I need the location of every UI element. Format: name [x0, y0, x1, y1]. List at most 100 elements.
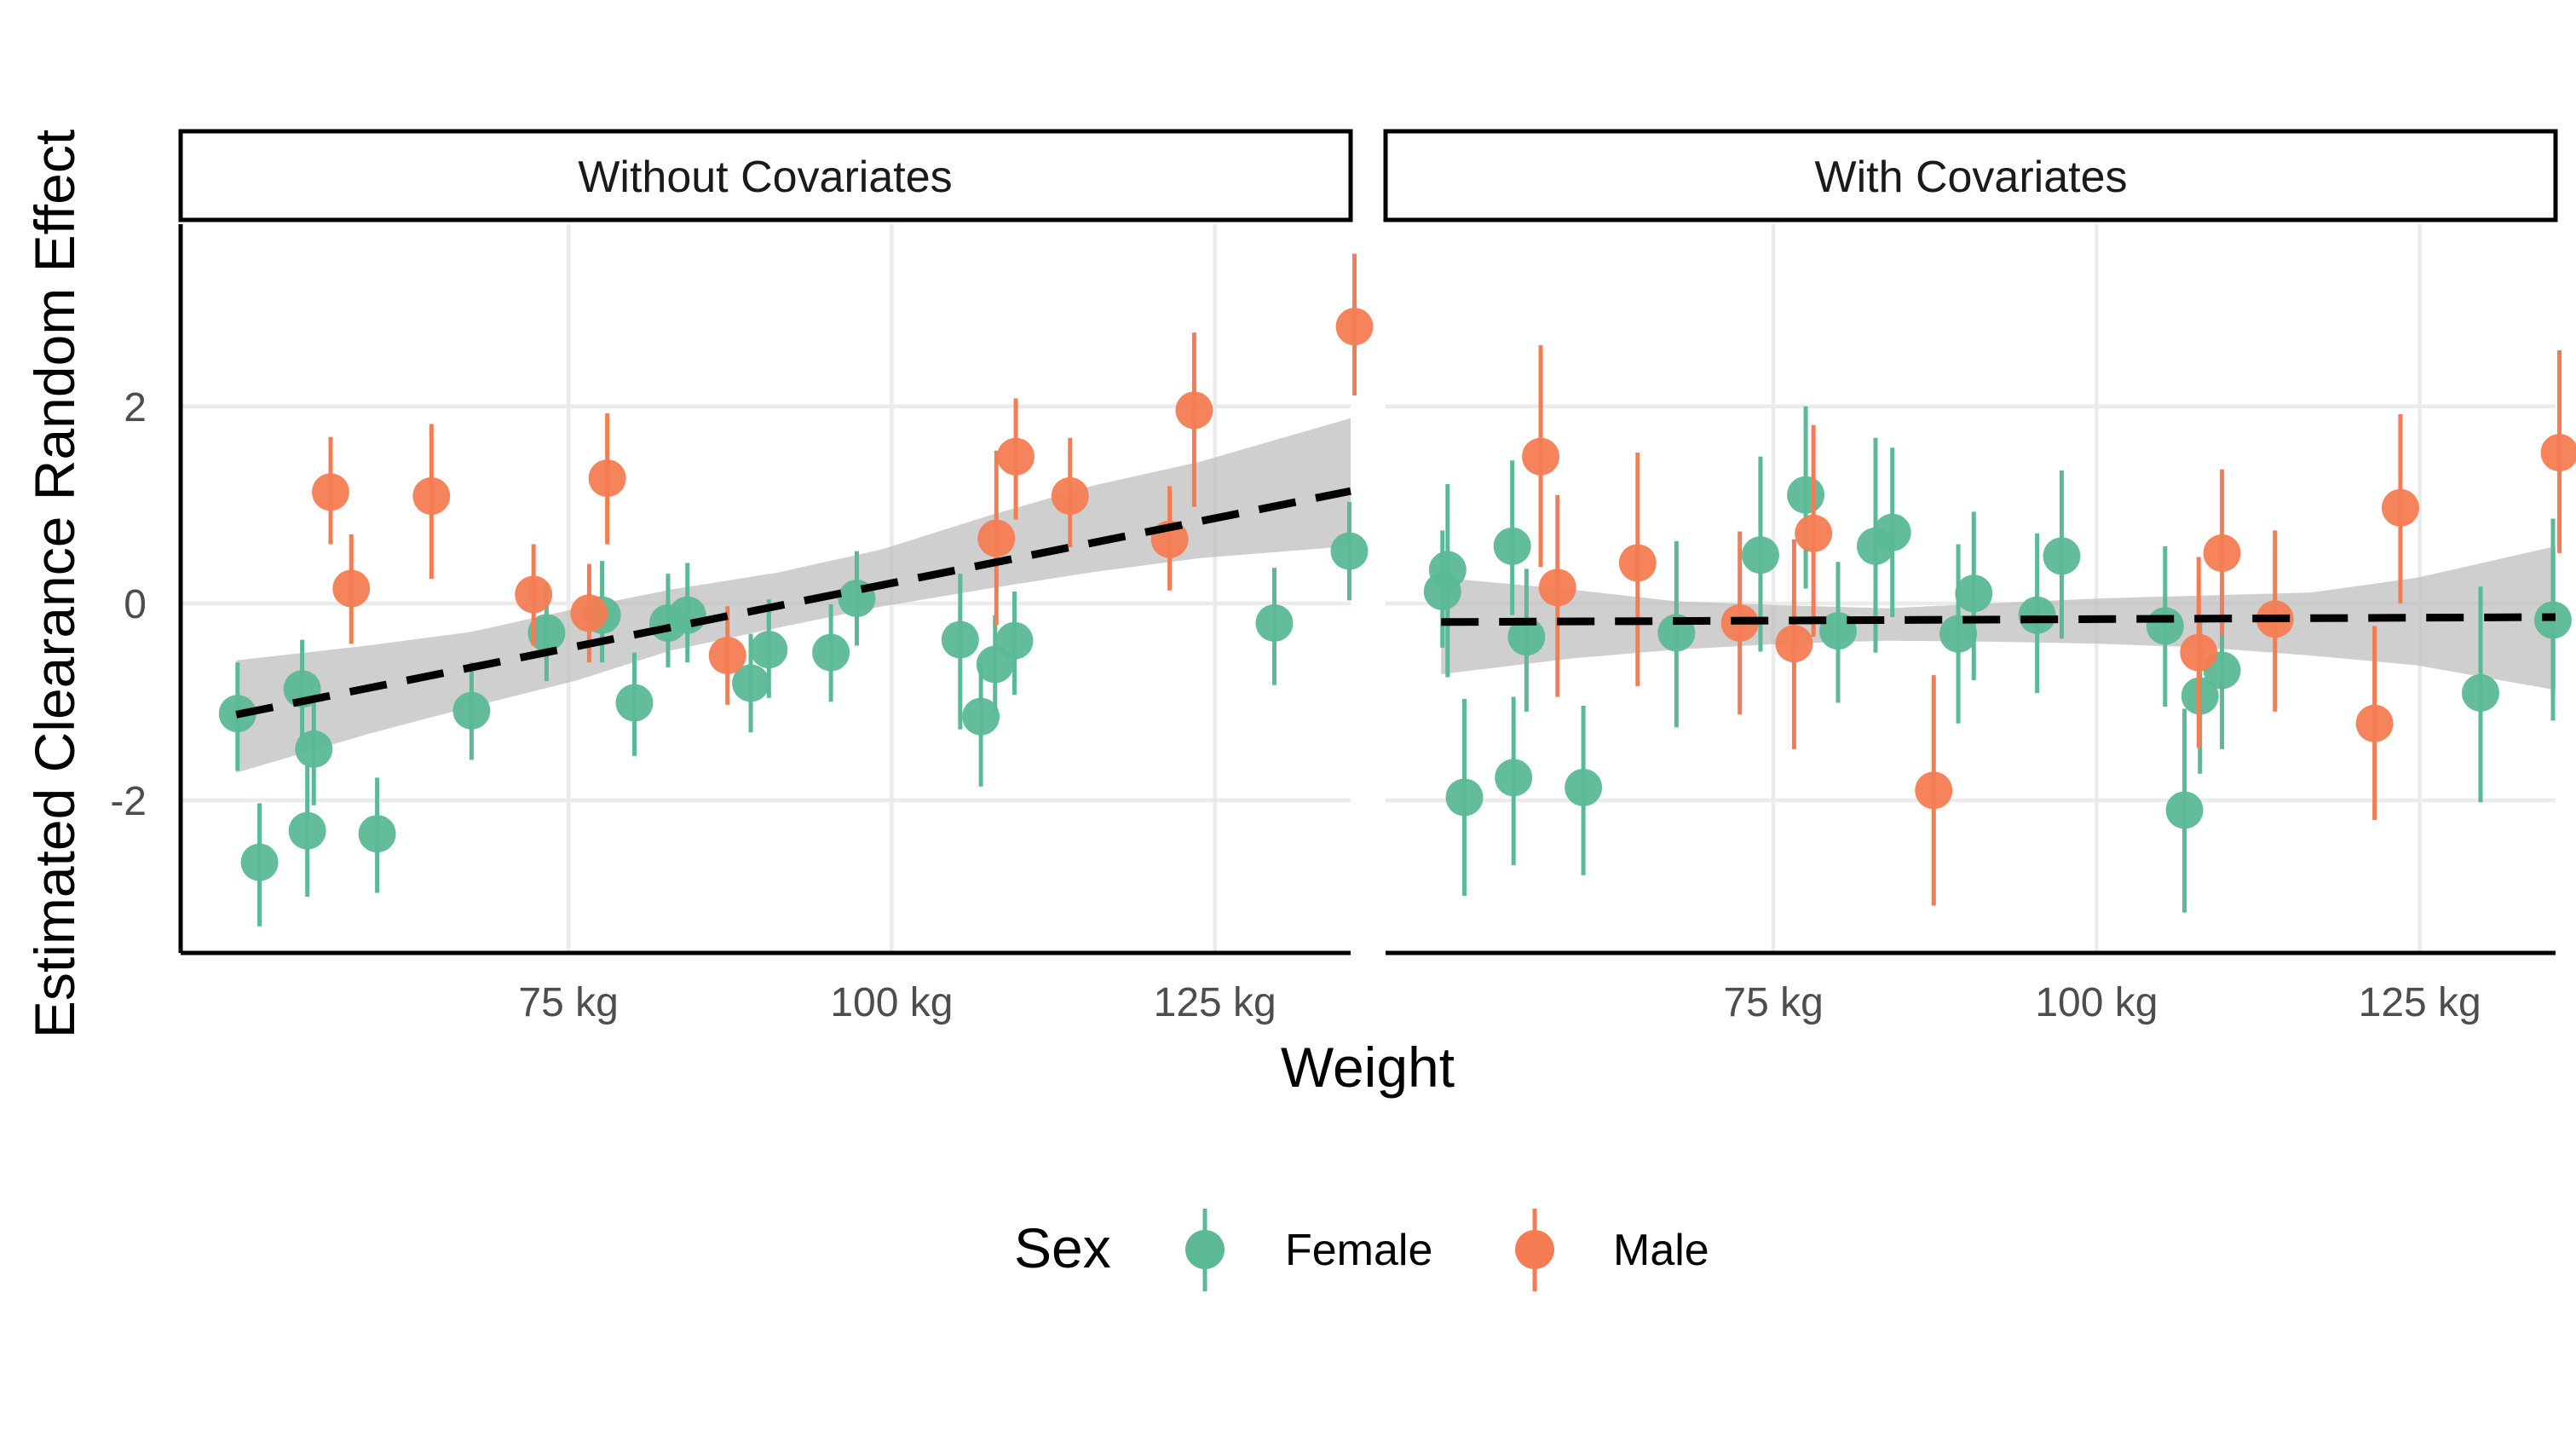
legend-key-male: [1515, 1209, 1554, 1291]
female-point: [295, 695, 333, 805]
point-marker: [962, 697, 1000, 736]
point-marker: [812, 633, 850, 672]
trend-line: [1441, 613, 2556, 626]
point-marker: [240, 843, 279, 881]
female-point: [615, 652, 654, 756]
facet-panel-without-covariates: Without Covariates 75 kg 100 kg 125 kg: [178, 129, 1374, 1025]
trend-line: [235, 487, 1351, 719]
point-marker: [2165, 791, 2204, 829]
point-marker: [2043, 537, 2081, 575]
x-axis-title: Weight: [1281, 1036, 1455, 1099]
y-tick-label: -2: [110, 779, 147, 824]
point-marker: [1955, 574, 1993, 613]
points-with-covariates: [1423, 345, 2576, 913]
legend-label-female: Female: [1285, 1226, 1432, 1275]
male-point: [1795, 424, 1833, 638]
y-tick-label: 0: [124, 582, 147, 627]
male-point: [588, 413, 626, 545]
female-point: [1873, 447, 1911, 618]
trend-with-covariates: [1441, 613, 2556, 626]
point-marker: [708, 637, 746, 675]
point-marker: [1493, 527, 1531, 565]
female-point: [995, 591, 1034, 696]
point-marker: [527, 614, 566, 652]
strip-with-covariates: [1383, 129, 2558, 222]
point-marker: [1939, 615, 1978, 653]
point-marker: [668, 596, 706, 634]
y-axis-title: Estimated Clearance Random Effect: [23, 130, 86, 1038]
axes-with-covariates: 75 kg 100 kg 125 kg: [1386, 950, 2556, 1025]
point-marker: [2355, 704, 2394, 742]
point-marker: [288, 811, 326, 850]
female-point: [1507, 569, 1546, 712]
female-point: [288, 765, 326, 898]
legend: Sex Female Male: [1014, 1209, 1709, 1291]
point-marker: [977, 519, 1016, 557]
male-point: [332, 534, 371, 644]
male-point: [997, 398, 1035, 520]
strip-title-with-covariates: With Covariates: [1815, 153, 2128, 202]
female-point: [358, 777, 396, 893]
point-marker: [2540, 434, 2576, 472]
x-tick-label: 75 kg: [518, 980, 618, 1025]
facet-panel-with-covariates: With Covariates 75 kg 100 kg 125 kg: [1383, 129, 2576, 1025]
point-marker: [1507, 618, 1546, 656]
female-point: [1445, 698, 1484, 896]
trend-without-covariates: [235, 487, 1351, 719]
point-marker: [332, 569, 371, 608]
female-point: [1493, 460, 1531, 615]
point-marker: [1522, 437, 1560, 476]
confidence-ribbon: [236, 418, 1351, 773]
female-point: [1428, 484, 1467, 678]
point-marker: [1445, 778, 1484, 817]
female-point: [1939, 544, 1978, 724]
point-marker: [1873, 513, 1911, 551]
male-point: [708, 606, 746, 705]
point-marker: [570, 594, 608, 632]
point-marker: [295, 730, 333, 768]
male-point: [311, 436, 349, 545]
point-marker: [412, 476, 451, 515]
male-point: [1051, 437, 1089, 547]
point-marker: [452, 691, 491, 730]
confidence-ribbon-without-covariates: [236, 418, 1351, 773]
x-tick-label: 100 kg: [830, 980, 953, 1025]
male-point: [1915, 675, 1953, 906]
point-marker: [358, 815, 396, 853]
point-marker: [1335, 308, 1374, 346]
female-point: [941, 574, 979, 730]
axes-without-covariates: 75 kg 100 kg 125 kg: [178, 224, 1351, 1025]
male-point: [1522, 345, 1560, 568]
female-point: [452, 662, 491, 760]
male-point: [1775, 539, 1813, 749]
point-marker: [1428, 551, 1467, 589]
point-marker: [1495, 759, 1533, 797]
point-marker: [997, 437, 1035, 476]
legend-title: Sex: [1014, 1216, 1111, 1279]
point-marker: [941, 621, 979, 659]
point-marker: [750, 631, 788, 669]
x-tick-label: 125 kg: [1154, 980, 1276, 1025]
x-tick-label: 125 kg: [2359, 980, 2481, 1025]
strip-without-covariates: [178, 129, 1353, 222]
point-marker: [2146, 607, 2184, 645]
point-marker: [588, 459, 626, 498]
legend-male-marker: [1515, 1230, 1554, 1269]
male-point: [2203, 469, 2241, 635]
male-point: [1335, 253, 1374, 396]
female-point: [240, 803, 279, 927]
female-point: [1495, 696, 1533, 866]
female-point: [1818, 562, 1857, 703]
legend-key-female: [1185, 1209, 1225, 1291]
point-marker: [1565, 768, 1603, 806]
female-point: [1955, 511, 1993, 680]
point-marker: [615, 684, 654, 722]
point-marker: [2462, 673, 2500, 712]
point-marker: [2180, 633, 2218, 672]
male-point: [412, 424, 451, 579]
point-marker: [1051, 476, 1089, 515]
point-marker: [2203, 534, 2241, 572]
female-point: [750, 599, 788, 698]
point-marker: [1741, 536, 1779, 574]
male-point: [2180, 557, 2218, 748]
